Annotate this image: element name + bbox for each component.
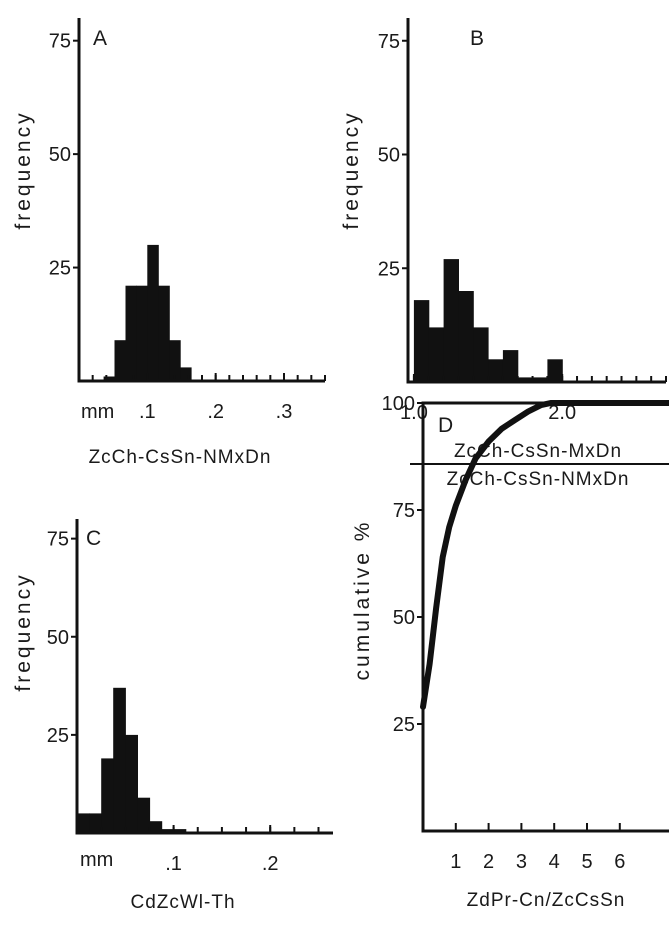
x-tick-label: 1 <box>450 851 461 873</box>
panel-c-x-unit-label: mm <box>80 849 113 871</box>
histogram-bar <box>136 285 148 381</box>
panel-b: 75 50 25 1.0 2.0 B frequency ZcCh-CsSn-MxDn… <box>340 18 669 490</box>
histogram-bar <box>532 377 548 382</box>
panel-b-axes <box>406 18 666 384</box>
histogram-bar <box>125 734 138 833</box>
histogram-bar <box>180 367 192 381</box>
y-tick-label: 25 <box>47 725 69 747</box>
panel-d-frame <box>421 401 669 833</box>
histogram-bar <box>473 327 489 382</box>
x-tick-label: .2 <box>207 401 224 423</box>
histogram-bar <box>114 340 126 381</box>
histogram-bar <box>158 285 170 381</box>
histogram-bar <box>517 377 534 382</box>
panel-d-curve <box>420 400 669 710</box>
histogram-bar <box>89 813 102 833</box>
histogram-bar <box>547 359 563 383</box>
y-tick-label: 25 <box>378 258 400 280</box>
panel-d-x-axis-label: ZdPr-Cn/ZcCsSn <box>467 890 626 911</box>
panel-b-bars <box>413 259 563 383</box>
x-tick-label: 5 <box>581 851 592 873</box>
histogram-bar <box>413 300 430 382</box>
histogram-bar <box>147 244 159 381</box>
histogram-bar <box>125 285 137 381</box>
panel-a-x-axis-label: ZcCh-CsSn-NMxDn <box>89 447 272 468</box>
panel-b-label: B <box>470 27 484 50</box>
y-tick-label: 25 <box>393 714 415 736</box>
panel-a: 75 50 25 .1 .2 .3 A frequency mm ZcCh-CsSn-N… <box>12 18 326 468</box>
histogram-bar <box>77 813 90 833</box>
y-tick-label: 100 <box>382 393 415 415</box>
y-tick-label: 25 <box>49 258 71 280</box>
histogram-bar <box>113 687 126 833</box>
histogram-bar <box>173 829 187 833</box>
x-tick-label: .2 <box>262 853 279 875</box>
panel-a-y-axis-label: frequency <box>12 110 35 229</box>
histogram-bar <box>458 291 474 382</box>
x-tick-label: .1 <box>165 853 182 875</box>
histogram-bar <box>428 327 445 382</box>
y-tick-label: 50 <box>393 607 415 629</box>
panel-d-y-axis-label: cumulative % <box>351 520 374 681</box>
y-tick-label: 50 <box>47 627 69 649</box>
panel-b-x-label-denominator: ZcCh-CsSn-NMxDn <box>447 469 630 490</box>
panel-d-label: D <box>438 414 453 437</box>
panel-c-label: C <box>86 527 101 550</box>
panel-a-bars <box>103 244 192 381</box>
y-tick-label: 75 <box>49 31 71 53</box>
histogram-bar <box>161 829 175 833</box>
histogram-bar <box>103 376 116 381</box>
histogram-bar <box>169 340 181 381</box>
x-tick-label: .1 <box>139 401 156 423</box>
y-tick-label: 75 <box>378 31 400 53</box>
histogram-bar <box>443 259 459 382</box>
panel-b-y-axis-label: frequency <box>340 110 363 229</box>
panel-d-y-ticks: 100 75 50 25 <box>382 393 424 736</box>
panel-c: 75 50 25 .1 .2 C frequency mm CdZcWl-Th <box>12 519 333 913</box>
histogram-bar <box>101 758 114 833</box>
panel-c-y-axis-label: frequency <box>12 572 35 691</box>
panel-c-axes <box>75 519 333 835</box>
y-tick-label: 50 <box>49 144 71 166</box>
x-tick-label: 3 <box>516 851 527 873</box>
histogram-bar <box>488 359 504 383</box>
panel-b-y-ticks: 75 50 25 <box>378 31 409 280</box>
histogram-bar <box>502 350 519 382</box>
panel-a-axes <box>77 18 325 383</box>
panel-c-x-axis-label: CdZcWl-Th <box>130 892 235 913</box>
x-tick-label: 6 <box>614 851 625 873</box>
panel-c-bars <box>77 687 187 833</box>
x-tick-label: .3 <box>276 401 293 423</box>
histogram-bar <box>137 797 151 833</box>
panel-a-x-unit-label: mm <box>81 401 114 423</box>
panel-c-y-ticks: 75 50 25 <box>47 529 78 747</box>
panel-a-label: A <box>93 27 107 50</box>
y-tick-label: 75 <box>393 500 415 522</box>
histogram-bar <box>149 821 163 833</box>
x-tick-label: 2.0 <box>548 402 576 424</box>
x-tick-label: 2 <box>483 851 494 873</box>
panel-a-y-ticks: 75 50 25 <box>49 31 80 280</box>
x-tick-label: 4 <box>549 851 560 873</box>
y-tick-label: 75 <box>47 529 69 551</box>
y-tick-label: 50 <box>378 145 400 167</box>
panel-b-x-label-numerator: ZcCh-CsSn-MxDn <box>454 441 622 462</box>
x-tick-label: 1.0 <box>400 402 428 424</box>
